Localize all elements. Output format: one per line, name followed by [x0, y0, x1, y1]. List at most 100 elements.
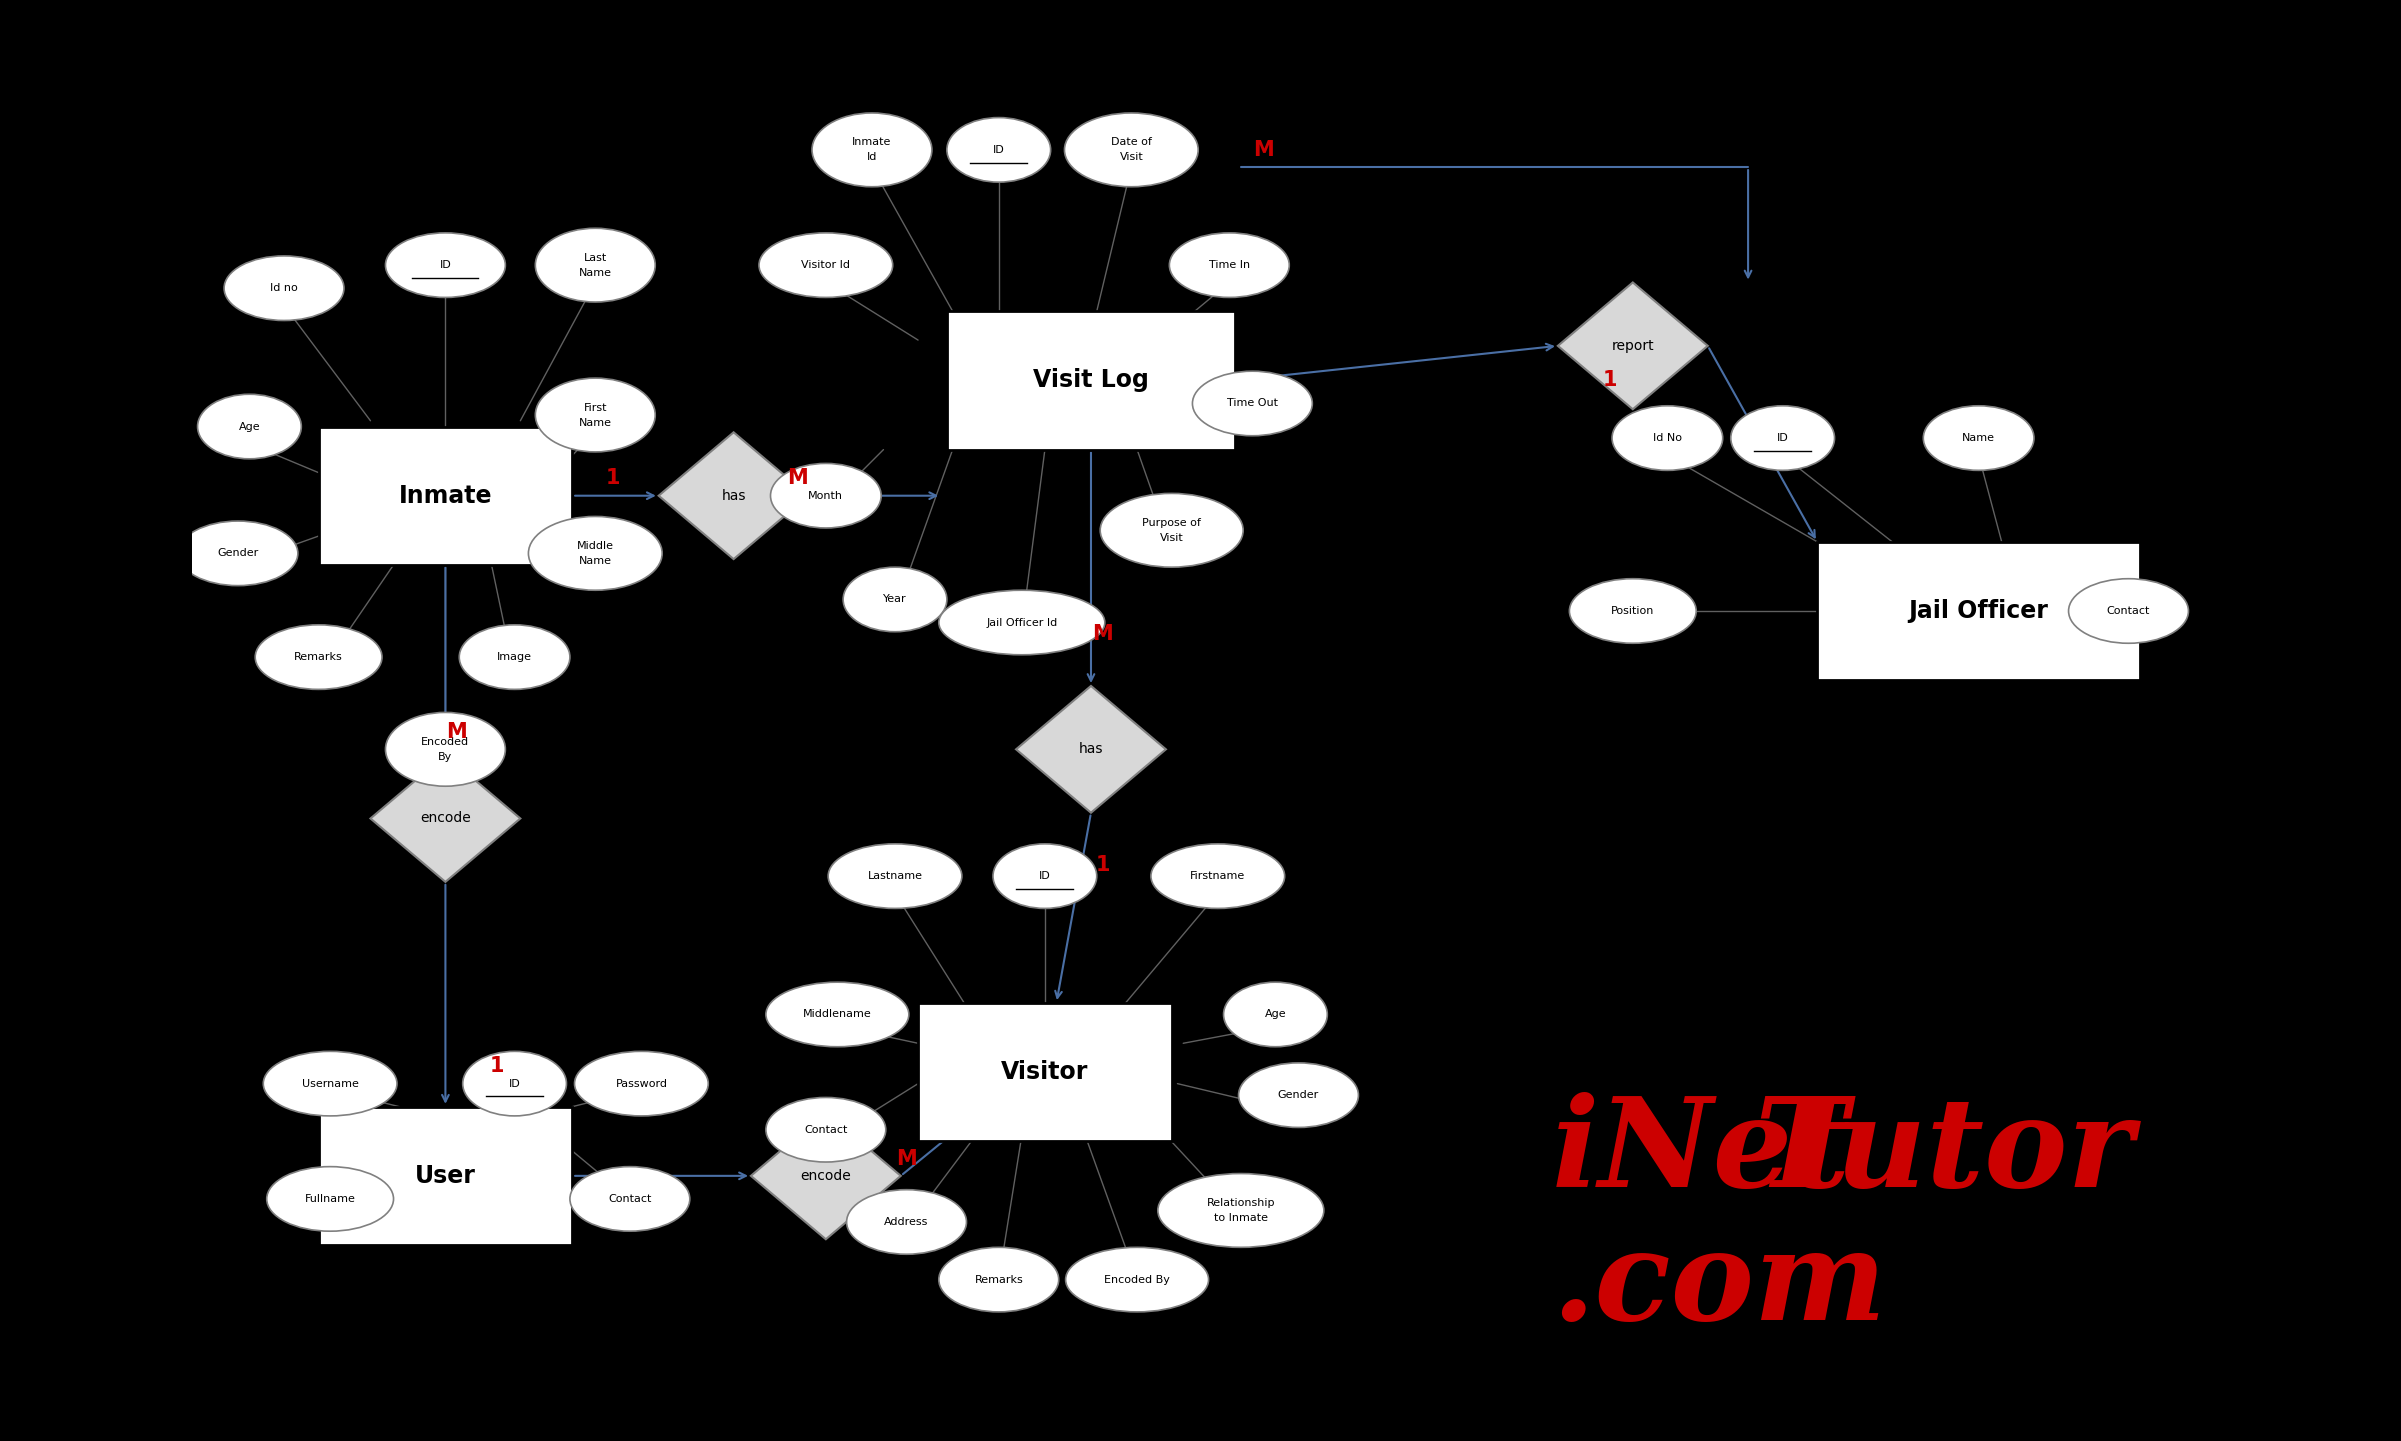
FancyBboxPatch shape [1818, 542, 2139, 680]
Ellipse shape [264, 1052, 396, 1115]
Text: Name: Name [579, 556, 612, 566]
Text: ID: ID [1040, 872, 1052, 880]
Text: Visitor: Visitor [1001, 1061, 1088, 1084]
Ellipse shape [1157, 1173, 1323, 1248]
Text: Visit: Visit [1160, 533, 1184, 543]
Text: M: M [1092, 624, 1114, 644]
Text: Firstname: Firstname [1191, 872, 1246, 880]
Text: Fullname: Fullname [305, 1195, 355, 1203]
Text: Relationship: Relationship [1208, 1197, 1275, 1208]
Text: Id no: Id no [271, 284, 298, 293]
Text: ID: ID [1777, 434, 1789, 442]
Text: Inmate: Inmate [399, 484, 492, 507]
Text: report: report [1611, 339, 1654, 353]
Text: Contact: Contact [2106, 607, 2151, 615]
Ellipse shape [1923, 406, 2034, 470]
Text: Id: Id [867, 153, 876, 163]
FancyBboxPatch shape [946, 311, 1234, 450]
Polygon shape [752, 1112, 900, 1239]
Text: Inmate: Inmate [852, 137, 891, 147]
Ellipse shape [759, 233, 893, 297]
Ellipse shape [1570, 579, 1695, 643]
Text: Visitor Id: Visitor Id [802, 261, 850, 269]
Ellipse shape [267, 1167, 394, 1231]
Text: Time Out: Time Out [1227, 399, 1277, 408]
Ellipse shape [569, 1167, 689, 1231]
Text: 1: 1 [1095, 855, 1109, 875]
Text: Encoded By: Encoded By [1104, 1275, 1169, 1284]
Ellipse shape [1193, 372, 1313, 435]
Ellipse shape [1064, 112, 1198, 187]
Ellipse shape [463, 1052, 567, 1115]
Ellipse shape [255, 625, 382, 689]
Text: By: By [439, 752, 451, 762]
Ellipse shape [535, 378, 655, 452]
Text: Lastname: Lastname [867, 872, 922, 880]
Ellipse shape [178, 522, 298, 585]
Ellipse shape [994, 844, 1097, 908]
Text: Middlename: Middlename [802, 1010, 872, 1019]
Ellipse shape [223, 256, 343, 320]
Text: Middle: Middle [576, 540, 615, 550]
Ellipse shape [848, 1190, 968, 1254]
Ellipse shape [812, 112, 932, 187]
Text: iNet: iNet [1551, 1092, 1851, 1213]
Ellipse shape [1100, 493, 1244, 568]
Text: Jail Officer: Jail Officer [1909, 599, 2048, 623]
Text: Gender: Gender [1277, 1091, 1318, 1099]
Text: encode: encode [420, 811, 471, 826]
Ellipse shape [535, 228, 655, 303]
Ellipse shape [946, 118, 1052, 182]
Text: to Inmate: to Inmate [1215, 1213, 1268, 1223]
Text: M: M [1253, 140, 1275, 160]
Ellipse shape [939, 591, 1104, 654]
Ellipse shape [828, 844, 963, 908]
Text: M: M [788, 468, 807, 488]
Ellipse shape [2070, 579, 2187, 643]
Text: Position: Position [1611, 607, 1654, 615]
Text: Id No: Id No [1652, 434, 1681, 442]
Ellipse shape [939, 1248, 1059, 1311]
Ellipse shape [574, 1052, 708, 1115]
Ellipse shape [766, 1098, 886, 1161]
Text: .com: .com [1551, 1225, 1887, 1346]
Text: has: has [1078, 742, 1102, 757]
Text: Username: Username [303, 1079, 358, 1088]
Ellipse shape [387, 233, 504, 297]
Ellipse shape [459, 625, 569, 689]
Text: Password: Password [615, 1079, 667, 1088]
Ellipse shape [766, 983, 910, 1046]
Ellipse shape [771, 464, 881, 527]
Ellipse shape [197, 395, 300, 458]
Text: Date of: Date of [1112, 137, 1152, 147]
Text: Age: Age [238, 422, 259, 431]
Text: Purpose of: Purpose of [1143, 517, 1200, 527]
Text: Jail Officer Id: Jail Officer Id [987, 618, 1056, 627]
Text: Visit: Visit [1119, 153, 1143, 163]
Text: ID: ID [509, 1079, 521, 1088]
Polygon shape [370, 755, 521, 882]
FancyBboxPatch shape [917, 1003, 1172, 1141]
Text: Year: Year [884, 595, 908, 604]
Text: ID: ID [439, 261, 451, 269]
FancyBboxPatch shape [319, 427, 571, 565]
Ellipse shape [1239, 1063, 1359, 1127]
Text: Month: Month [809, 491, 843, 500]
Text: Contact: Contact [607, 1195, 651, 1203]
Ellipse shape [1169, 233, 1289, 297]
Text: M: M [447, 722, 468, 742]
Polygon shape [658, 432, 809, 559]
Text: First: First [583, 402, 607, 412]
Text: User: User [415, 1164, 475, 1187]
Polygon shape [1016, 686, 1167, 813]
Ellipse shape [1225, 983, 1328, 1046]
Text: ID: ID [994, 146, 1004, 154]
Text: Time In: Time In [1208, 261, 1251, 269]
Text: encode: encode [800, 1169, 852, 1183]
Text: 1: 1 [1601, 370, 1616, 391]
Text: Name: Name [579, 268, 612, 278]
Ellipse shape [1150, 844, 1285, 908]
Polygon shape [1558, 282, 1707, 409]
Ellipse shape [387, 712, 504, 787]
Ellipse shape [1731, 406, 1834, 470]
